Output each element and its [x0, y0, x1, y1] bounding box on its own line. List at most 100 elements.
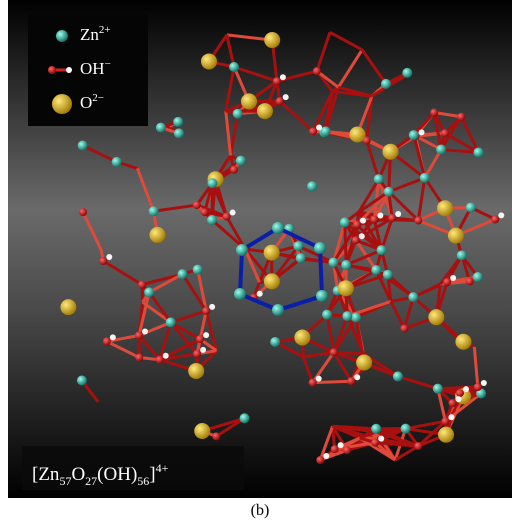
zn-atom [342, 311, 352, 321]
o-atom [201, 53, 217, 69]
oh-atom [388, 214, 396, 222]
o-atom [264, 273, 280, 289]
zn-atom [409, 130, 419, 140]
h-icon [66, 67, 72, 73]
oh-atom [331, 445, 339, 453]
zn-atom [433, 384, 443, 394]
oh-atom [400, 324, 408, 332]
legend: Zn2+ OH− O2− [28, 14, 148, 126]
oh-atom [443, 278, 451, 286]
h-atom [377, 212, 383, 218]
h-atom [378, 436, 384, 442]
sub: 56 [137, 474, 149, 488]
o-atom [264, 32, 280, 48]
label: OH [80, 59, 105, 78]
sup: 2+ [99, 24, 111, 36]
o-atom [448, 228, 464, 244]
o-icon [48, 66, 56, 74]
h-atom [163, 353, 169, 359]
oh-atom [352, 236, 360, 244]
zn-atom [408, 292, 418, 302]
zn-atom [393, 371, 403, 381]
h-atom [280, 74, 286, 80]
h-atom [395, 211, 401, 217]
o-atom [241, 93, 257, 109]
label: Zn [80, 25, 99, 44]
sup: 2− [92, 92, 104, 104]
bond [374, 219, 418, 220]
oh-atom [456, 389, 464, 397]
zn-atom [371, 424, 381, 434]
h-atom [257, 291, 263, 297]
oh-atom [135, 331, 143, 339]
zn-atom [307, 181, 317, 191]
oh-atom [448, 399, 456, 407]
zn-atom [402, 68, 412, 78]
o-atom [438, 427, 454, 443]
oh-atom [353, 221, 361, 229]
h-atom [359, 233, 365, 239]
formula: [Zn57O27(OH)56]4+ [22, 446, 244, 490]
zn-atom [236, 156, 246, 166]
o2-icon [52, 94, 72, 114]
oh-atom [196, 335, 204, 343]
label: O [80, 93, 92, 112]
zn-atom [112, 157, 122, 167]
o-atom [338, 280, 354, 296]
oh-atom [430, 109, 438, 117]
h-atom [316, 124, 322, 130]
page: Zn2+ OH− O2− [Zn57O27(OH)56]4+ (b) (() =… [0, 0, 520, 525]
oh-atom [466, 277, 474, 285]
sub: 57 [59, 474, 71, 488]
oh-atom [212, 432, 220, 440]
o-atom [356, 354, 372, 370]
o-atom [428, 309, 444, 325]
zn-atom [322, 310, 332, 320]
zn-atom [377, 245, 387, 255]
bond [345, 222, 346, 265]
zn-atom [233, 109, 243, 119]
oh-atom [135, 354, 143, 362]
h-atom [316, 376, 322, 382]
zn-atom [436, 144, 446, 154]
zn-atom [374, 174, 384, 184]
zn-atom [78, 141, 88, 151]
h-atom [448, 414, 454, 420]
o-atom [383, 144, 399, 160]
oh-atom [491, 215, 499, 223]
h-atom [200, 347, 206, 353]
legend-zn: Zn2+ [80, 24, 111, 45]
oh-atom [441, 129, 449, 137]
zn-atom [270, 337, 280, 347]
zn-icon [56, 30, 68, 42]
zn-atom [321, 126, 331, 136]
zn-atom [328, 257, 338, 267]
zn-atom [293, 241, 303, 251]
o-atom [188, 363, 204, 379]
oh-atom [193, 350, 201, 358]
h-atom [463, 386, 469, 392]
zn-atom [144, 287, 154, 297]
zn-atom [156, 123, 166, 133]
h-atom [203, 332, 209, 338]
zn-atom [229, 62, 239, 72]
h-atom [498, 212, 504, 218]
oh-atom [99, 257, 107, 265]
ring-atom [272, 222, 284, 234]
h-atom [450, 275, 456, 281]
ring-atom [234, 288, 246, 300]
zn-atom [173, 117, 183, 127]
oh-atom [230, 166, 238, 174]
ring-atom [316, 290, 328, 302]
o-atom [294, 330, 310, 346]
oh-atom [370, 215, 378, 223]
zn-atom [296, 253, 306, 263]
o-atom [349, 127, 365, 143]
zn-atom [351, 313, 361, 323]
h-atom [209, 304, 215, 310]
h-atom [106, 254, 112, 260]
h-atom [338, 442, 344, 448]
sub: 27 [85, 474, 97, 488]
o-atom [264, 245, 280, 261]
zn-atom [174, 128, 184, 138]
